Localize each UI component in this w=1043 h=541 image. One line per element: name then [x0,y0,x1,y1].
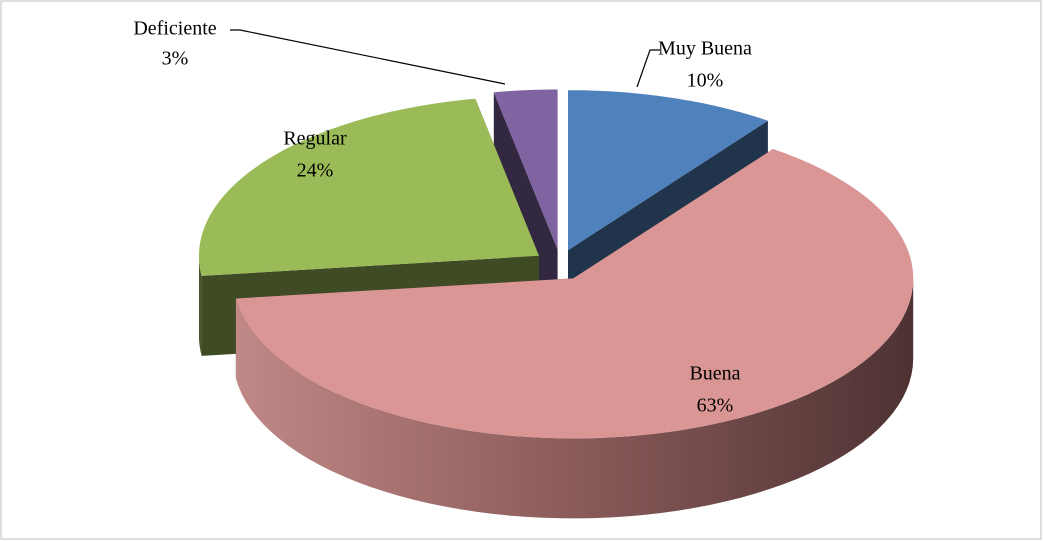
category-label: Muy Buena [658,38,752,60]
leader-line [230,29,506,85]
pie-slice [235,149,914,519]
slice-outer-wall [235,278,914,519]
category-label: Deficiente [133,18,216,40]
pie-slice [493,89,558,330]
slice-outer-wall [199,255,202,356]
slice-top [199,98,539,276]
slice-radial-wall [493,92,558,330]
value-label: 63% [697,395,734,417]
value-label: 3% [162,48,189,70]
category-label: Regular [283,128,347,150]
category-label: Buena [689,363,740,385]
slice-top [568,90,768,251]
value-label: 24% [297,160,334,182]
value-label: 10% [687,70,724,92]
slice-top [235,149,914,439]
slice-top [493,89,558,250]
leader-line [636,49,660,88]
